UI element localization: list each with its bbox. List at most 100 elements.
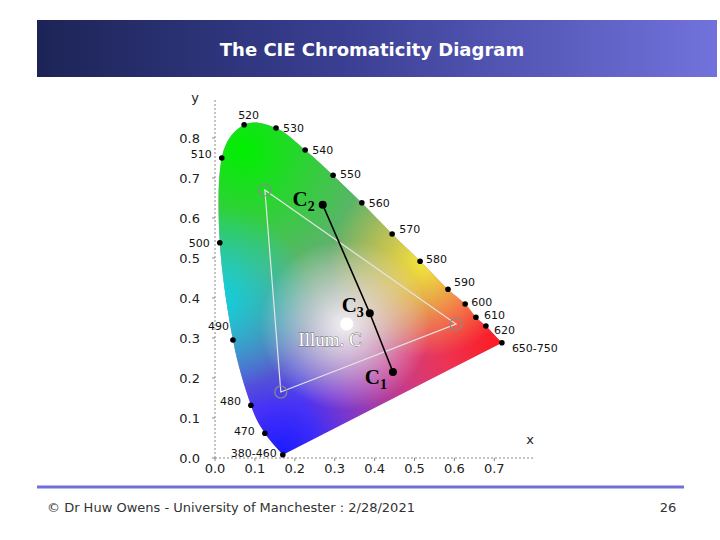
wavelength-label: 380-460	[231, 447, 277, 460]
y-tick	[212, 178, 215, 179]
wavelength-label: 570	[399, 223, 420, 236]
locus-shade	[215, 98, 534, 458]
y-tick-label: 0.3	[179, 331, 200, 346]
point	[417, 258, 423, 264]
point-label: C3	[342, 293, 364, 320]
point	[389, 231, 395, 237]
illuminant-label: Illum. C	[298, 329, 361, 350]
point	[302, 147, 308, 153]
locus-fill	[215, 98, 534, 458]
series-line	[265, 190, 456, 392]
point-label: C2	[293, 187, 315, 214]
x-tick-label: 0.3	[324, 461, 345, 476]
locus-shade	[215, 98, 534, 458]
point-label: C1	[365, 365, 387, 392]
point	[366, 309, 374, 317]
x-axis-label: x	[526, 432, 534, 447]
point	[462, 301, 468, 307]
point	[445, 286, 451, 292]
series-1	[259, 184, 462, 398]
slide-title: The CIE Chromaticity Diagram	[220, 39, 524, 60]
wavelength-label: 470	[234, 425, 255, 438]
wavelength-label: 610	[484, 309, 505, 322]
wavelength-label: 490	[208, 320, 229, 333]
wavelength-label: 650-750	[512, 342, 558, 355]
point-label-main: C	[342, 293, 357, 317]
locus-shade	[215, 98, 534, 458]
x-tick-label: 0.5	[404, 461, 425, 476]
wavelength-label: 500	[189, 237, 210, 250]
wavelength-label: 520	[238, 109, 259, 122]
point	[319, 201, 327, 209]
locus-shade	[215, 98, 534, 458]
y-tick	[212, 378, 215, 379]
y-tick	[212, 298, 215, 299]
wavelength-label: 540	[312, 144, 333, 157]
point	[217, 240, 223, 246]
footer-text: © Dr Huw Owens - University of Mancheste…	[47, 500, 415, 515]
wavelength-label: 590	[454, 276, 475, 289]
series-0	[217, 122, 505, 458]
y-tick	[212, 338, 215, 339]
point	[241, 122, 247, 128]
plot-area	[215, 98, 534, 458]
wavelength-label: 600	[471, 296, 492, 309]
point	[219, 155, 225, 161]
y-axis-line	[215, 98, 216, 458]
point	[330, 172, 336, 178]
x-tick-label: 0.0	[205, 461, 226, 476]
y-tick-label: 0.8	[179, 131, 200, 146]
y-tick-label: 0.4	[179, 291, 200, 306]
x-tick-label: 0.7	[484, 461, 505, 476]
locus-base	[215, 98, 534, 458]
chart: 0.0 0.1 0.2 0.3 0.4 0.5 0.6 0.7 0.0 0.1 0.2 0.3 0.4 0…	[179, 90, 558, 476]
footer-rule	[37, 486, 684, 489]
point	[450, 318, 462, 330]
point-label-subscript: 3	[357, 305, 364, 320]
header-bar	[37, 20, 717, 77]
y-tick-label: 0.1	[179, 411, 200, 426]
point	[483, 323, 489, 329]
point-label-subscript: 1	[380, 377, 387, 392]
y-tick	[212, 138, 215, 139]
y-tick-label: 0.0	[179, 451, 200, 466]
point-label-main: C	[365, 365, 380, 389]
wavelength-label: 510	[191, 148, 212, 161]
locus-shade	[215, 98, 534, 458]
wavelength-label: 550	[340, 168, 361, 181]
locus-shade	[215, 98, 534, 458]
y-tick-label: 0.5	[179, 251, 200, 266]
annotations: 380-460 470 480 490 500 510 520 530 540 550 560 570…	[189, 109, 558, 460]
wavelength-label: 560	[369, 197, 390, 210]
y-tick	[212, 258, 215, 259]
point	[273, 125, 279, 131]
y-tick	[212, 418, 215, 419]
y-tick	[212, 218, 215, 219]
point	[248, 402, 254, 408]
wavelength-label: 620	[494, 324, 515, 337]
wavelength-label: 580	[426, 253, 447, 266]
wavelength-label: 530	[283, 122, 304, 135]
y-tick-label: 0.6	[179, 211, 200, 226]
y-tick-label: 0.7	[179, 171, 200, 186]
point	[280, 452, 286, 458]
page-number: 26	[660, 500, 677, 515]
point	[359, 200, 365, 206]
point	[230, 337, 236, 343]
point	[262, 430, 268, 436]
point-label-main: C	[293, 187, 308, 211]
x-tick-label: 0.6	[444, 461, 465, 476]
point	[259, 184, 271, 196]
point-label-subscript: 2	[308, 199, 315, 214]
y-tick	[212, 458, 215, 459]
point	[473, 314, 479, 320]
y-tick-label: 0.2	[179, 371, 200, 386]
point	[275, 386, 287, 398]
x-tick-label: 0.2	[284, 461, 305, 476]
x-tick-label: 0.1	[245, 461, 266, 476]
slide: The CIE Chromaticity Diagram © Dr Huw Owe…	[0, 0, 720, 540]
y-axis-label: y	[191, 90, 199, 105]
x-tick-label: 0.4	[364, 461, 385, 476]
wavelength-label: 480	[220, 395, 241, 408]
point	[389, 368, 397, 376]
